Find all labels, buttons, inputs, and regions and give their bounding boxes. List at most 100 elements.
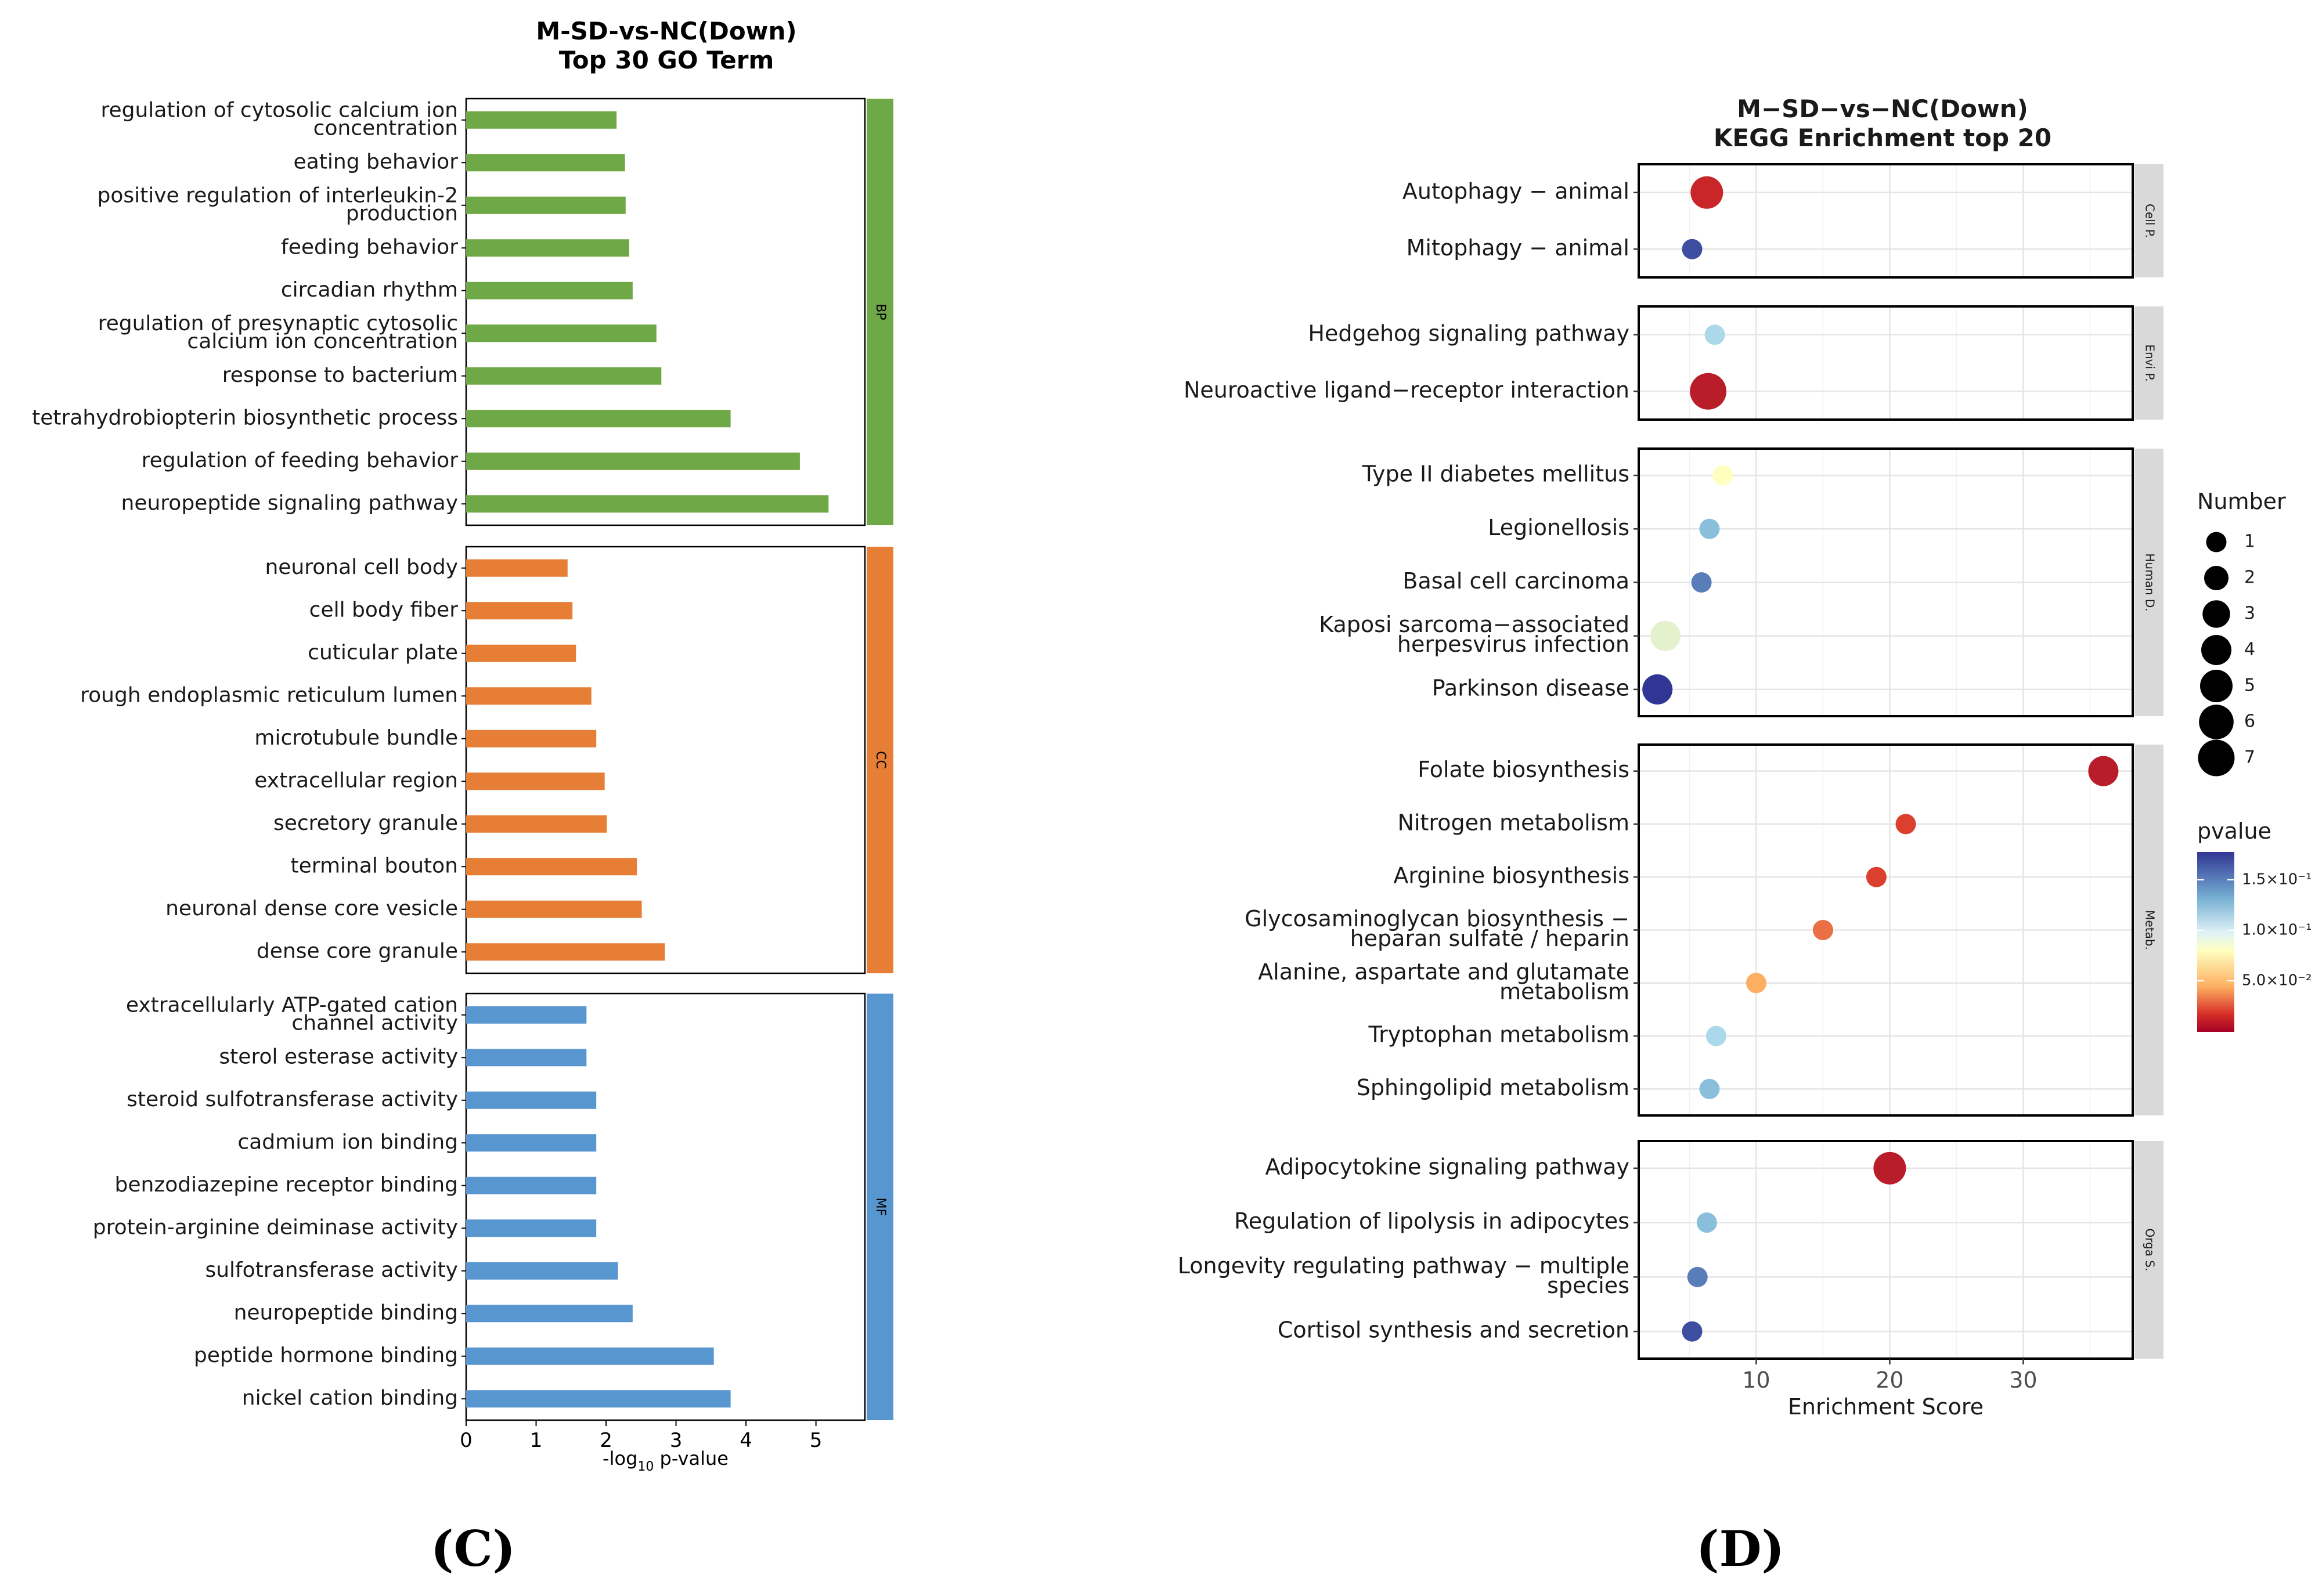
go-strip-label: CC (873, 751, 888, 769)
kegg-pathway-label: Parkinson disease (1432, 675, 1629, 700)
go-bar (466, 281, 633, 299)
kegg-strip (2134, 164, 2163, 277)
kegg-point (1895, 814, 1916, 835)
go-term-label: benzodiazepine receptor binding (115, 1173, 459, 1197)
go-bar (466, 1176, 597, 1194)
go-bar (466, 239, 629, 257)
go-bar (466, 452, 800, 470)
kegg-point (1704, 324, 1725, 345)
go-bar (466, 1134, 597, 1152)
go-bar (466, 367, 662, 385)
go-term-label: secretory granule (273, 811, 458, 835)
x-tick-label: 5 (810, 1429, 823, 1452)
go-term-label: feeding behavior (281, 235, 458, 259)
go-bar (466, 111, 617, 129)
go-bar (466, 1390, 731, 1408)
kegg-pathway-label: Longevity regulating pathway − multiple s… (1178, 1253, 1629, 1298)
go-term-label: response to bacterium (222, 363, 458, 387)
legend-number-dot (2206, 532, 2227, 553)
kegg-point (1712, 465, 1733, 486)
kegg-strip (2134, 1141, 2163, 1359)
legend-number-dot (2199, 705, 2234, 739)
go-bar (466, 602, 573, 620)
legend-number-label: 5 (2244, 676, 2255, 696)
go-term-label: cuticular plate (308, 641, 458, 665)
go-bar (466, 900, 642, 918)
kegg-point (1866, 866, 1887, 887)
go-term-label: sulfotransferase activity (205, 1258, 458, 1282)
legend-number-label: 7 (2244, 748, 2255, 768)
kegg-pathway-label: Basal cell carcinoma (1402, 568, 1629, 594)
kegg-panel-border (1638, 163, 2134, 279)
go-bar (466, 1305, 633, 1323)
go-bar (466, 324, 657, 342)
x-tick-label: 1 (530, 1429, 543, 1452)
legend-number-title: Number (2197, 489, 2286, 514)
kegg-point (1705, 1026, 1726, 1046)
go-bar (466, 1347, 714, 1365)
go-term-label: extracellular region (254, 768, 458, 792)
go-bar (466, 815, 607, 833)
go-term-label: cell body fiber (309, 598, 459, 622)
kegg-pathway-label: Autophagy − animal (1402, 178, 1629, 204)
legend-number-dot (2204, 565, 2229, 591)
kegg-strip-label: Metab. (2143, 910, 2157, 950)
go-term-label: eating behavior (294, 150, 459, 174)
kegg-strip (2134, 449, 2163, 716)
kegg-panel-border (1638, 305, 2134, 421)
kegg-pathway-label: Arginine biosynthesis (1393, 863, 1629, 889)
kegg-point (1690, 373, 1727, 410)
go-term-label: microtubule bundle (254, 726, 458, 750)
panel-label-d: (D) (1696, 1520, 1784, 1577)
kegg-bubble-chart: M−SD−vs−NC(Down) KEGG Enrichment top 20 … (1178, 95, 2312, 1420)
legend-number-dot (2199, 669, 2233, 703)
kegg-strip (2134, 745, 2163, 1115)
kegg-point (1696, 1212, 1717, 1233)
go-strip-bp (867, 99, 893, 525)
kegg-pathway-label: Sphingolipid metabolism (1357, 1075, 1629, 1100)
kegg-pathway-label: Regulation of lipolysis in adipocytes (1234, 1208, 1629, 1234)
legend-pvalue-tick: 1.5×10⁻¹ (2242, 871, 2312, 889)
kegg-x-axis-label: Enrichment Score (1788, 1394, 1984, 1420)
kegg-pathway-label: Legionellosis (1488, 515, 1629, 540)
legend-pvalue-colorbar (2197, 852, 2234, 1032)
x-tick-label: 4 (740, 1429, 752, 1452)
go-bar (466, 154, 625, 172)
kegg-point (1873, 1151, 1906, 1185)
kegg-pathway-label: Glycosaminoglycan biosynthesis − heparan … (1245, 906, 1629, 951)
go-bar (466, 559, 568, 577)
x-tick-label: 0 (460, 1429, 473, 1452)
kegg-pathway-label: Alanine, aspartate and glutamate metaboli… (1258, 959, 1629, 1004)
go-bar (466, 687, 592, 705)
kegg-pathway-label: Tryptophan metabolism (1368, 1022, 1629, 1048)
go-term-label: neuronal dense core vesicle (165, 897, 458, 920)
legend-number-label: 2 (2244, 568, 2255, 588)
kegg-chart-subtitle: KEGG Enrichment top 20 (1714, 124, 2051, 152)
go-strip-cc (867, 547, 893, 973)
go-bar (466, 196, 626, 214)
go-term-label: positive regulation of interleukin-2 prod… (98, 183, 459, 225)
kegg-point (1682, 1321, 1703, 1342)
kegg-pathway-label: Type II diabetes mellitus (1362, 461, 1629, 487)
go-chart-subtitle: Top 30 GO Term (559, 46, 774, 74)
go-term-label: neuropeptide binding (234, 1301, 458, 1324)
go-strip-mf (867, 994, 893, 1420)
legend-pvalue-tick: 5.0×10⁻² (2242, 972, 2312, 990)
go-chart-title: M-SD-vs-NC(Down) (536, 17, 796, 45)
go-term-label: cadmium ion binding (237, 1130, 458, 1154)
go-bar (466, 858, 637, 876)
kegg-pathway-label: Nitrogen metabolism (1398, 810, 1629, 835)
legend-pvalue-tick: 1.0×10⁻¹ (2242, 922, 2312, 939)
kegg-strip (2134, 306, 2163, 420)
go-strip-label: BP (873, 304, 888, 320)
kegg-point (1691, 572, 1712, 593)
go-term-label: steroid sulfotransferase activity (127, 1088, 458, 1111)
kegg-point (1699, 518, 1720, 539)
kegg-point (1812, 920, 1833, 940)
x-tick-label: 20 (1876, 1367, 1903, 1393)
panel-label-c: (C) (431, 1520, 515, 1577)
go-bar (466, 1049, 587, 1067)
go-term-label: circadian rhythm (281, 278, 458, 302)
go-bar (466, 1091, 597, 1109)
